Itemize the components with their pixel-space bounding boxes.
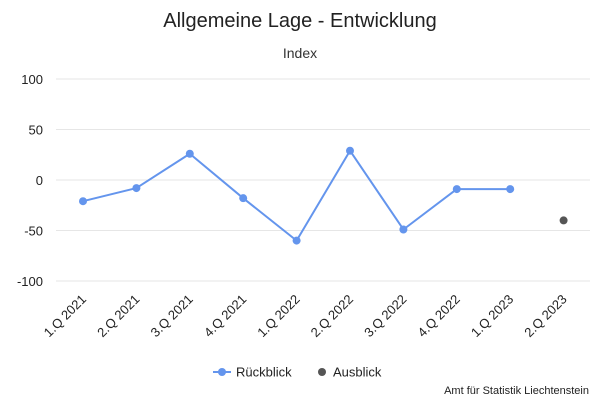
- data-point[interactable]: [559, 216, 568, 225]
- x-tick-label: 2.Q 2023: [521, 292, 569, 340]
- series-line: [82, 149, 511, 242]
- legend: Rückblick Ausblick: [213, 365, 382, 380]
- credit-text: Amt für Statistik Liechtenstein: [444, 385, 589, 397]
- y-tick-label: 50: [29, 123, 43, 138]
- data-point[interactable]: [346, 146, 354, 155]
- chart-title: Allgemeine Lage - Entwicklung: [163, 10, 437, 32]
- x-tick-label: 4.Q 2022: [414, 292, 462, 340]
- data-point[interactable]: [506, 185, 515, 194]
- data-point[interactable]: [79, 197, 87, 206]
- series-layer: [79, 146, 568, 245]
- x-tick-label: 3.Q 2022: [361, 292, 409, 340]
- x-tick-label: 3.Q 2021: [147, 292, 195, 340]
- legend-label-ausblick: Ausblick: [333, 365, 382, 380]
- y-tick-label: -50: [24, 224, 43, 239]
- chart-subtitle: Index: [283, 45, 317, 61]
- y-axis-ticks: 100 50 0 -50 -100: [17, 72, 43, 289]
- x-axis-ticks: 1.Q 2021 2.Q 2021 3.Q 2021 4.Q 2021 1.Q 2022…: [41, 292, 570, 340]
- data-point[interactable]: [292, 236, 301, 245]
- legend-item-ausblick[interactable]: Ausblick: [318, 365, 382, 380]
- x-tick-label: 1.Q 2023: [468, 292, 516, 340]
- legend-marker-rueckblick: [218, 368, 226, 376]
- legend-item-rueckblick[interactable]: Rückblick: [213, 365, 292, 380]
- series-1: [559, 216, 568, 225]
- data-point[interactable]: [239, 194, 248, 203]
- data-point[interactable]: [132, 184, 141, 193]
- y-tick-label: -100: [17, 274, 43, 289]
- y-tick-label: 100: [21, 72, 43, 87]
- x-tick-label: 2.Q 2021: [94, 292, 142, 340]
- data-point[interactable]: [452, 185, 461, 194]
- series-0: [79, 146, 515, 245]
- y-tick-label: 0: [36, 173, 43, 188]
- x-tick-label: 1.Q 2021: [41, 292, 89, 340]
- x-tick-label: 2.Q 2022: [308, 292, 356, 340]
- data-point[interactable]: [399, 225, 408, 234]
- x-tick-label: 1.Q 2022: [254, 292, 302, 340]
- data-point[interactable]: [185, 149, 194, 158]
- legend-label-rueckblick: Rückblick: [236, 365, 292, 380]
- legend-marker-ausblick: [318, 368, 326, 376]
- x-tick-label: 4.Q 2021: [201, 292, 249, 340]
- grid-lines: [56, 78, 590, 282]
